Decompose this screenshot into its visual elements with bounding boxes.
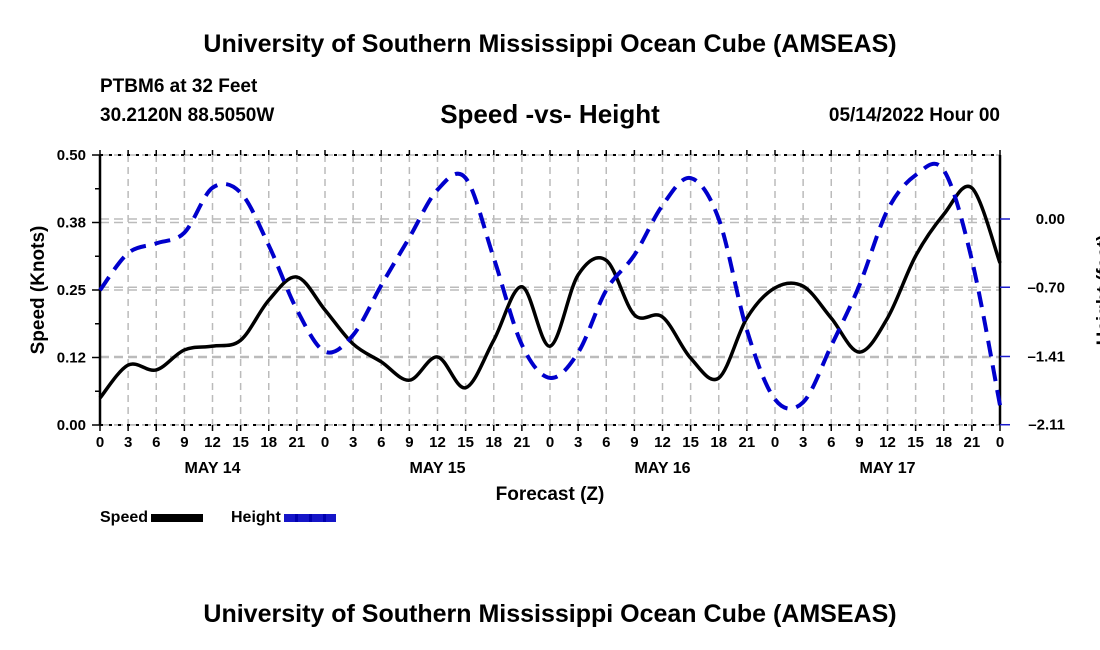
x-tick-label: 6	[377, 434, 385, 451]
legend-swatch-height	[283, 514, 336, 522]
x-tick-label: 6	[827, 434, 835, 451]
x-tick-label: 0	[546, 434, 554, 451]
x-axis-title: Forecast (Z)	[496, 484, 605, 505]
legend-label-speed: Speed	[100, 509, 149, 526]
x-tick-label: 15	[907, 434, 924, 451]
x-tick-label: 21	[739, 434, 756, 451]
y2-tick-label: –0.70	[1027, 279, 1065, 296]
x-tick-label: 9	[630, 434, 638, 451]
y2-tick-label: –2.11	[1028, 417, 1065, 434]
x-tick-label: 0	[996, 434, 1004, 451]
x-tick-label: 6	[602, 434, 610, 451]
y-tick-label: 0.12	[57, 350, 86, 367]
x-tick-label: 3	[574, 434, 582, 451]
coordinates-label: 30.2120N 88.5050W	[100, 105, 275, 126]
y2-tick-label: 0.00	[1036, 211, 1065, 228]
axes: 0 3 6 9 12 15 18 21 0 3 6 9 12 15 18 21 0 3 6 9 12 15 18 21 0 3 6 9…	[57, 147, 1065, 477]
main-title: University of Southern Mississippi Ocean…	[203, 30, 897, 58]
date-label: MAY 15	[409, 460, 465, 477]
x-tick-label: 0	[321, 434, 329, 451]
date-label: MAY 17	[859, 460, 915, 477]
x-tick-label: 3	[799, 434, 807, 451]
x-tick-label: 18	[710, 434, 727, 451]
x-tick-label: 15	[232, 434, 249, 451]
x-tick-label: 9	[855, 434, 863, 451]
x-tick-label: 3	[124, 434, 132, 451]
x-tick-label: 12	[654, 434, 671, 451]
x-tick-label: 0	[771, 434, 779, 451]
x-tick-label: 9	[180, 434, 188, 451]
x-tick-label: 18	[935, 434, 952, 451]
x-tick-label: 0	[96, 434, 104, 451]
x-tick-label: 12	[429, 434, 446, 451]
y-tick-label: 0.38	[57, 215, 86, 232]
y2-tick-label: –1.41	[1027, 348, 1065, 365]
series-layer	[98, 161, 1002, 411]
series-line-speed	[98, 184, 1002, 400]
run-time-label: 05/14/2022 Hour 00	[828, 105, 1000, 126]
date-label: MAY 14	[184, 460, 240, 477]
y-tick-label: 0.50	[57, 147, 86, 164]
grid-lines	[100, 154, 1000, 426]
y2-axis-title: Height (feet)	[1094, 235, 1100, 346]
x-tick-label: 21	[514, 434, 531, 451]
y-tick-label: 0.25	[57, 282, 86, 299]
legend-item-speed: Speed	[100, 509, 204, 527]
x-tick-label: 12	[879, 434, 896, 451]
x-tick-label: 3	[349, 434, 357, 451]
y-tick-label: 0.00	[57, 417, 86, 434]
x-tick-label: 18	[260, 434, 277, 451]
x-tick-label: 21	[289, 434, 306, 451]
x-tick-label: 15	[457, 434, 474, 451]
x-tick-label: 6	[152, 434, 160, 451]
legend-swatch-speed	[151, 514, 204, 522]
series-line-height	[98, 161, 1002, 411]
x-tick-label: 21	[964, 434, 981, 451]
legend-label-height: Height	[231, 509, 281, 526]
x-tick-label: 15	[682, 434, 699, 451]
y-axis-title: Speed (Knots)	[28, 226, 49, 355]
footer-title: University of Southern Mississippi Ocean…	[203, 600, 897, 628]
x-tick-label: 12	[204, 434, 221, 451]
chart-title: Speed -vs- Height	[440, 99, 660, 129]
legend-item-height: Height	[231, 509, 336, 527]
x-tick-label: 18	[485, 434, 502, 451]
date-label: MAY 16	[634, 460, 690, 477]
station-label: PTBM6 at 32 Feet	[100, 76, 258, 97]
x-tick-label: 9	[405, 434, 413, 451]
